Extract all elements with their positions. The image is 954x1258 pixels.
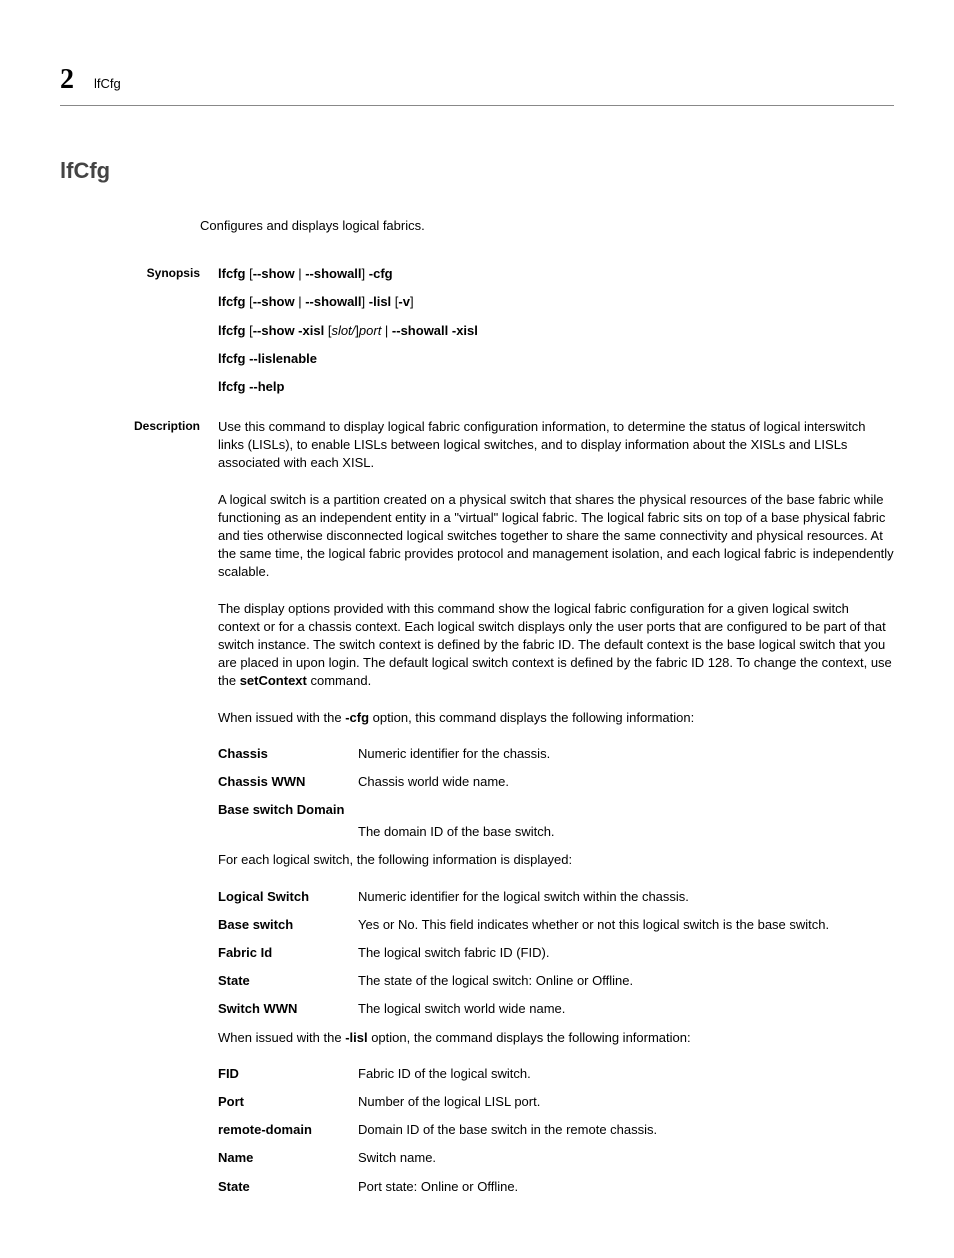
text: When issued with the — [218, 710, 345, 725]
def-desc: Port state: Online or Offline. — [358, 1178, 894, 1196]
synopsis-content: lfcfg [--show | --showall] -cfg lfcfg [-… — [218, 265, 894, 406]
def-term: Chassis WWN — [218, 773, 358, 791]
running-title: lfCfg — [94, 75, 121, 93]
def-row: Logical SwitchNumeric identifier for the… — [218, 888, 894, 906]
def-term: Port — [218, 1093, 358, 1111]
def-desc: Switch name. — [358, 1149, 894, 1167]
description-content: Use this command to display logical fabr… — [218, 418, 894, 1206]
cmd-ref: setContext — [240, 673, 307, 688]
def-desc: Domain ID of the base switch in the remo… — [358, 1121, 894, 1139]
def-row: Fabric IdThe logical switch fabric ID (F… — [218, 944, 894, 962]
syn-line: lfcfg --lislenable — [218, 350, 894, 368]
def-row: PortNumber of the logical LISL port. — [218, 1093, 894, 1111]
def-row: Chassis WWNChassis world wide name. — [218, 773, 894, 791]
synopsis-label: Synopsis — [60, 265, 218, 406]
text: When issued with the — [218, 1030, 345, 1045]
para: A logical switch is a partition created … — [218, 491, 894, 582]
text: option, the command displays the followi… — [368, 1030, 691, 1045]
def-row: StateThe state of the logical switch: On… — [218, 972, 894, 990]
text: option, this command displays the follow… — [369, 710, 694, 725]
intro-text: Configures and displays logical fabrics. — [200, 217, 894, 235]
def-desc: The state of the logical switch: Online … — [358, 972, 894, 990]
def-desc: Number of the logical LISL port. — [358, 1093, 894, 1111]
text: command. — [307, 673, 371, 688]
def-term: Chassis — [218, 745, 358, 763]
para: For each logical switch, the following i… — [218, 851, 894, 869]
def-term: Name — [218, 1149, 358, 1167]
def-row: NameSwitch name. — [218, 1149, 894, 1167]
para: When issued with the -lisl option, the c… — [218, 1029, 894, 1047]
page-header: 2 lfCfg — [60, 60, 894, 106]
def-desc: Numeric identifier for the logical switc… — [358, 888, 894, 906]
syn-line: lfcfg [--show | --showall] -lisl [-v] — [218, 293, 894, 311]
def-row: Switch WWNThe logical switch world wide … — [218, 1000, 894, 1018]
option-ref: -lisl — [345, 1030, 367, 1045]
def-desc: Fabric ID of the logical switch. — [358, 1065, 894, 1083]
def-term: Switch WWN — [218, 1000, 358, 1018]
para: Use this command to display logical fabr… — [218, 418, 894, 473]
synopsis-section: Synopsis lfcfg [--show | --showall] -cfg… — [60, 265, 894, 406]
def-term: State — [218, 972, 358, 990]
para: The display options provided with this c… — [218, 600, 894, 691]
def-term: FID — [218, 1065, 358, 1083]
def-row: remote-domainDomain ID of the base switc… — [218, 1121, 894, 1139]
def-row: StatePort state: Online or Offline. — [218, 1178, 894, 1196]
def-term: State — [218, 1178, 358, 1196]
option-ref: -cfg — [345, 710, 369, 725]
def-desc: The logical switch fabric ID (FID). — [358, 944, 894, 962]
syn-line: lfcfg --help — [218, 378, 894, 396]
def-term: Base switch — [218, 916, 358, 934]
syn-line: lfcfg [--show -xisl [slot/]port | --show… — [218, 322, 894, 340]
syn-line: lfcfg [--show | --showall] -cfg — [218, 265, 894, 283]
chapter-number: 2 — [60, 60, 74, 99]
def-term: Base switch Domain — [218, 801, 894, 819]
def-term: Logical Switch — [218, 888, 358, 906]
def-row: Base switchYes or No. This field indicat… — [218, 916, 894, 934]
def-row: ChassisNumeric identifier for the chassi… — [218, 745, 894, 763]
def-row: Base switch Domain The domain ID of the … — [218, 801, 894, 841]
def-desc: Numeric identifier for the chassis. — [358, 745, 894, 763]
description-label: Description — [60, 418, 218, 1206]
page-title: lfCfg — [60, 156, 894, 187]
description-section: Description Use this command to display … — [60, 418, 894, 1206]
def-desc: Yes or No. This field indicates whether … — [358, 916, 894, 934]
def-term: Fabric Id — [218, 944, 358, 962]
def-desc: The domain ID of the base switch. — [358, 823, 894, 841]
def-row: FIDFabric ID of the logical switch. — [218, 1065, 894, 1083]
def-term: remote-domain — [218, 1121, 358, 1139]
def-desc: Chassis world wide name. — [358, 773, 894, 791]
def-desc: The logical switch world wide name. — [358, 1000, 894, 1018]
para: When issued with the -cfg option, this c… — [218, 709, 894, 727]
